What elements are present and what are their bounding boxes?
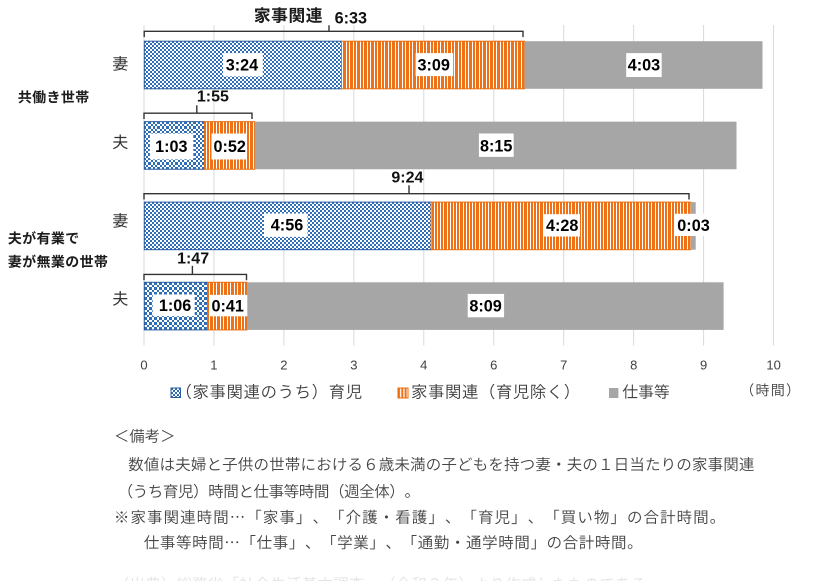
svg-text:1:47: 1:47 [177,251,209,268]
svg-text:6:33: 6:33 [335,10,367,28]
svg-text:6: 6 [490,358,497,373]
svg-text:4:03: 4:03 [628,56,660,74]
svg-text:8:09: 8:09 [469,298,501,316]
svg-text:0:03: 0:03 [677,217,709,235]
svg-text:4:56: 4:56 [271,217,303,235]
svg-text:1: 1 [210,358,217,373]
svg-text:1:06: 1:06 [159,297,191,315]
svg-text:3: 3 [350,358,357,373]
svg-text:0:52: 0:52 [213,138,245,156]
svg-text:10: 10 [766,358,780,373]
svg-text:8: 8 [630,358,637,373]
svg-text:9: 9 [700,358,707,373]
svg-text:4: 4 [420,358,427,373]
svg-text:1:03: 1:03 [155,138,187,156]
svg-text:3:09: 3:09 [417,57,449,75]
svg-text:4:28: 4:28 [546,217,578,235]
svg-text:8:15: 8:15 [480,137,512,155]
svg-text:0:41: 0:41 [211,298,243,316]
svg-text:1:55: 1:55 [197,89,229,106]
svg-text:7: 7 [560,358,567,373]
svg-text:2: 2 [280,358,287,373]
svg-text:9:24: 9:24 [391,169,423,186]
svg-text:0: 0 [140,358,147,373]
svg-text:3:24: 3:24 [226,56,258,74]
